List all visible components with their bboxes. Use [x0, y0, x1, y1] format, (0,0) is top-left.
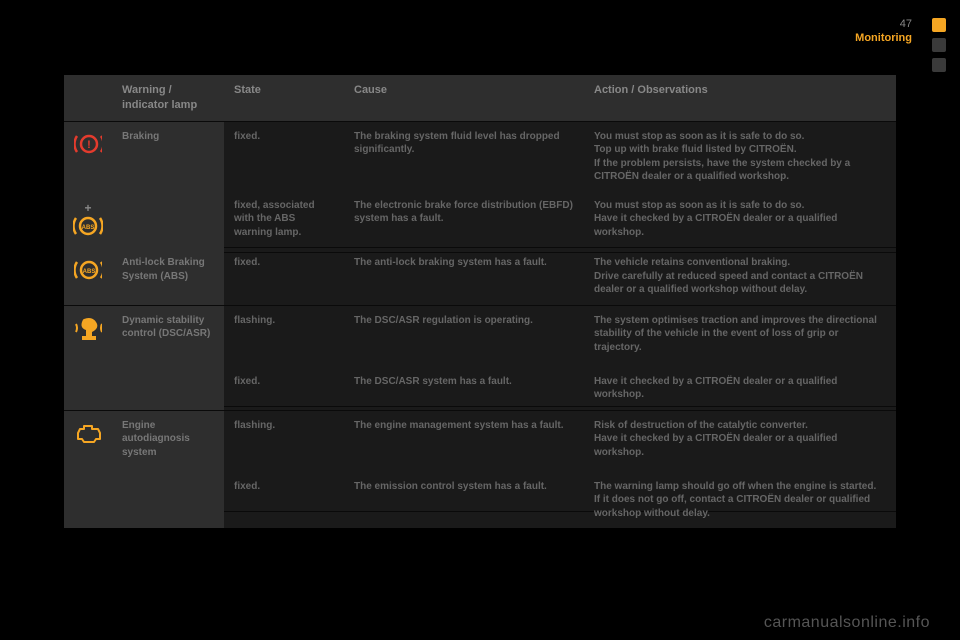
warning-lamp-table: Warning / indicator lamp State Cause Act…: [64, 75, 896, 528]
cause-cell: The anti-lock braking system has a fault…: [344, 248, 584, 305]
cause-cell: The emission control system has a fault.: [344, 472, 584, 529]
abs-warning-icon: ABS: [74, 258, 102, 282]
header-state: State: [224, 75, 344, 121]
watermark: carmanualsonline.info: [764, 614, 930, 632]
tab-inactive: [932, 38, 946, 52]
cause-cell: The electronic brake force distribution …: [344, 191, 584, 248]
lamp-name: [112, 472, 224, 529]
header-cause: Cause: [344, 75, 584, 121]
state-cell: fixed.: [224, 367, 344, 410]
engine-warning-icon: [74, 421, 102, 445]
section-heading: Monitoring: [855, 32, 912, 44]
svg-text:!: !: [87, 139, 91, 151]
page-number: 47: [900, 18, 912, 30]
plus-icon: +: [84, 202, 91, 214]
action-cell: The vehicle retains conventional braking…: [584, 248, 896, 305]
state-cell: fixed.: [224, 248, 344, 305]
header-action: Action / Observations: [584, 75, 896, 121]
tab-inactive: [932, 58, 946, 72]
brake-warning-icon: !: [74, 132, 102, 156]
table-row: + ABS fixed, associated with the ABS war…: [64, 191, 896, 249]
action-cell: The warning lamp should go off when the …: [584, 472, 896, 529]
table-row: fixed. The DSC/ASR system has a fault. H…: [64, 367, 896, 411]
icon-cell: ABS: [64, 248, 112, 305]
table-row: ABS Anti-lock Braking System (ABS) fixed…: [64, 248, 896, 306]
svg-text:ABS: ABS: [83, 269, 96, 275]
side-tabs: [932, 18, 946, 72]
dsc-warning-icon: [74, 316, 102, 344]
icon-cell: [64, 472, 112, 529]
lamp-name: [112, 367, 224, 410]
action-cell: You must stop as soon as it is safe to d…: [584, 191, 896, 248]
header-lamp: Warning / indicator lamp: [112, 75, 224, 121]
cause-cell: The DSC/ASR system has a fault.: [344, 367, 584, 410]
lamp-name: [112, 191, 224, 248]
icon-cell: + ABS: [64, 191, 112, 248]
abs-warning-icon: ABS: [73, 214, 103, 238]
header-spacer: [64, 75, 112, 121]
icon-cell: [64, 367, 112, 410]
state-cell: fixed.: [224, 472, 344, 529]
tab-active: [932, 18, 946, 32]
action-cell: Have it checked by a CITROËN dealer or a…: [584, 367, 896, 410]
state-cell: fixed, associated with the ABS warning l…: [224, 191, 344, 248]
table-header-row: Warning / indicator lamp State Cause Act…: [64, 75, 896, 122]
table-row: fixed. The emission control system has a…: [64, 472, 896, 529]
lamp-name: Anti-lock Braking System (ABS): [112, 248, 224, 305]
svg-text:ABS: ABS: [82, 225, 95, 231]
